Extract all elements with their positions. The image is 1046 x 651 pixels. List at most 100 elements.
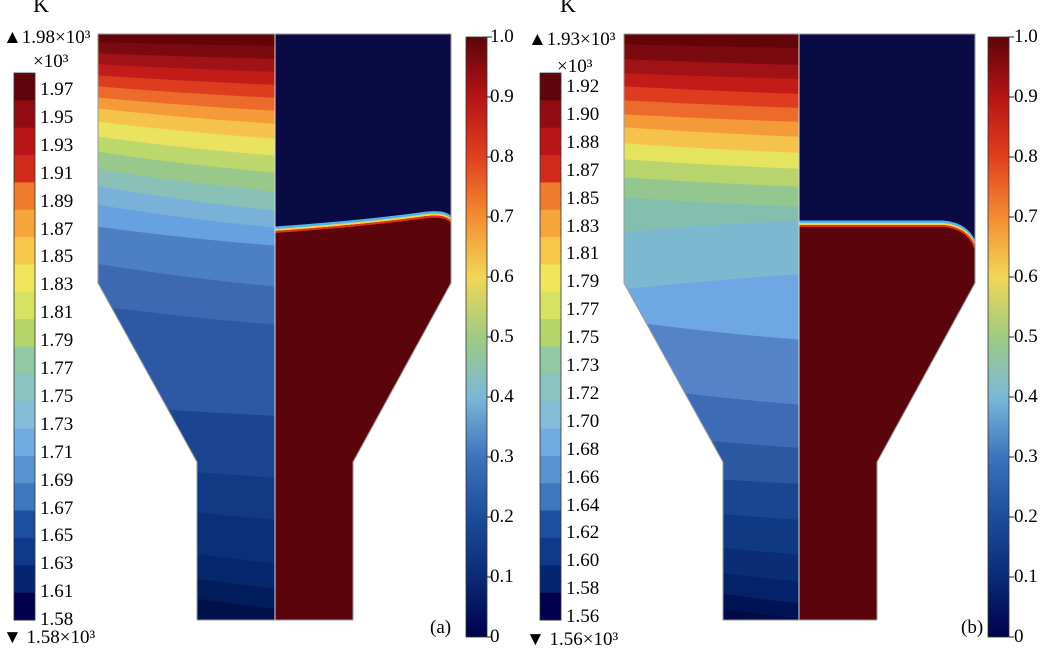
colorbar-swatch	[14, 592, 35, 621]
colorbar-swatch	[14, 264, 35, 293]
temp-tick-label: 1.72	[566, 382, 600, 404]
fraction-tick-label: 0.3	[1014, 446, 1038, 467]
colorbar-swatch	[540, 237, 561, 265]
temp-tick-label: 1.60	[566, 550, 600, 572]
temp-tick-label: 1.90	[566, 103, 600, 125]
colorbar-swatch	[14, 319, 35, 347]
colorbar-swatch	[14, 127, 35, 156]
fraction-tick-label: 0.7	[1014, 206, 1038, 227]
colorbar-swatch	[540, 73, 561, 101]
max-temp-label: ▲1.98×10³	[3, 27, 91, 48]
temp-tick-label: 1.75	[40, 385, 74, 407]
temp-tick-label: 1.77	[566, 299, 600, 321]
colorbar-swatch	[14, 73, 35, 101]
fraction-tick-label: 0.5	[490, 326, 514, 347]
unit-label: K	[33, 0, 49, 17]
colorbar-swatch	[14, 100, 35, 129]
temperature-field-a	[98, 34, 275, 620]
colorbar-swatch	[14, 346, 35, 375]
fraction-tick-label: 0.2	[490, 506, 514, 527]
temp-tick-label: 1.58	[40, 609, 74, 631]
colorbar-swatch	[14, 565, 35, 594]
colorbar-swatch	[14, 428, 35, 457]
colorbar-swatch	[14, 510, 35, 539]
temp-tick-label: 1.87	[566, 159, 600, 181]
panel-a-graphics	[13, 33, 492, 638]
colorbar-swatch	[14, 401, 35, 430]
fraction-tick-label: 0	[490, 626, 500, 647]
fraction-tick-label: 1.0	[1014, 26, 1038, 47]
colorbar-swatch	[540, 182, 561, 211]
panel-b: K ▲1.93×10³ ×10³ 1.92 1.90 1.88 1.87 1.85 1.8…	[523, 0, 1046, 651]
colorbar-swatch	[14, 237, 35, 265]
fraction-tick-label: 0.8	[1014, 146, 1038, 167]
colorbar-swatch	[540, 483, 561, 512]
colorbar-swatch	[540, 592, 561, 621]
temp-tick-label: 1.62	[566, 522, 600, 544]
fraction-tick-label: 0.1	[1014, 566, 1038, 587]
fraction-tick-label: 0.1	[490, 566, 514, 587]
colorbar-swatch	[540, 510, 561, 539]
colorbar-swatch	[540, 127, 561, 156]
temperature-colorbar-a	[13, 72, 36, 621]
colorbar-swatch	[14, 483, 35, 512]
fraction-tick-label: 0.4	[1014, 386, 1038, 407]
temp-tick-label: 1.61	[40, 581, 74, 603]
temp-tick-label: 1.95	[40, 106, 74, 128]
temp-tick-label: 1.79	[566, 271, 600, 293]
temp-tick-label: 1.69	[40, 469, 74, 491]
colorbar-swatch	[14, 455, 35, 484]
temperature-colorbar-b	[539, 72, 562, 621]
panel-b-graphics	[539, 33, 1014, 638]
colorbar-swatch	[540, 401, 561, 430]
colorbar-swatch	[540, 100, 561, 129]
fraction-tick-label: 1.0	[490, 26, 514, 47]
phase-fraction-field-b	[799, 34, 975, 620]
multiplier-label: ×10³	[557, 56, 593, 77]
panel-label: (a)	[430, 617, 452, 638]
temp-tick-label: 1.91	[40, 162, 74, 184]
temp-tick-label: 1.71	[40, 441, 74, 463]
phase-fraction-field-a	[275, 34, 451, 620]
fraction-tick-label: 0.9	[490, 86, 514, 107]
temp-tick-label: 1.64	[566, 494, 600, 516]
colorbar-swatch	[540, 373, 561, 402]
temp-tick-label: 1.73	[566, 355, 600, 376]
colorbar-swatch	[14, 209, 35, 238]
fraction-tick-label: 0.7	[490, 206, 514, 227]
temperature-field-b	[624, 34, 799, 620]
fraction-tick-label: 0.5	[1014, 326, 1038, 347]
unit-label: K	[560, 0, 576, 17]
temp-tick-label: 1.65	[40, 525, 74, 547]
temp-tick-label: 1.83	[566, 215, 600, 237]
fraction-colorbar-b	[987, 36, 1010, 638]
panel-a: K ▲1.98×10³ ×10³ 1.97 1.95 1.93 1.91 1.89 1.8…	[3, 0, 514, 648]
colorbar-swatch	[14, 291, 35, 320]
colorbar-swatch	[540, 264, 561, 293]
temp-tick-label: 1.75	[566, 327, 600, 349]
panel-label: (b)	[961, 617, 984, 638]
colorbar-swatch	[14, 155, 35, 183]
colorbar-swatch	[14, 537, 35, 566]
colorbar-swatch	[540, 537, 561, 566]
max-temp-label: ▲1.93×10³	[528, 29, 616, 50]
temp-tick-label: 1.81	[40, 302, 74, 324]
temp-tick-label: 1.66	[566, 466, 600, 488]
temp-tick-label: 1.87	[40, 218, 74, 240]
fraction-tick-label: 0	[1014, 626, 1024, 647]
temp-tick-label: 1.89	[40, 190, 74, 212]
colorbar-swatch	[540, 565, 561, 594]
min-temp-label: ▼ 1.58×10³	[3, 627, 96, 648]
fraction-colorbar-a	[465, 36, 488, 638]
fraction-tick-label: 0.4	[490, 386, 514, 407]
temp-tick-label: 1.97	[40, 79, 74, 100]
temp-tick-label: 1.73	[40, 413, 74, 435]
temp-tick-label: 1.85	[40, 246, 74, 268]
min-temp-label: ▼ 1.56×10³	[526, 629, 619, 650]
temp-tick-label: 1.85	[566, 187, 600, 209]
colorbar-swatch	[540, 155, 561, 183]
fraction-tick-label: 0.2	[1014, 506, 1038, 527]
temp-tick-label: 1.77	[40, 358, 74, 379]
temp-tick-label: 1.67	[40, 497, 74, 519]
fraction-tick-label: 0.8	[490, 146, 514, 167]
